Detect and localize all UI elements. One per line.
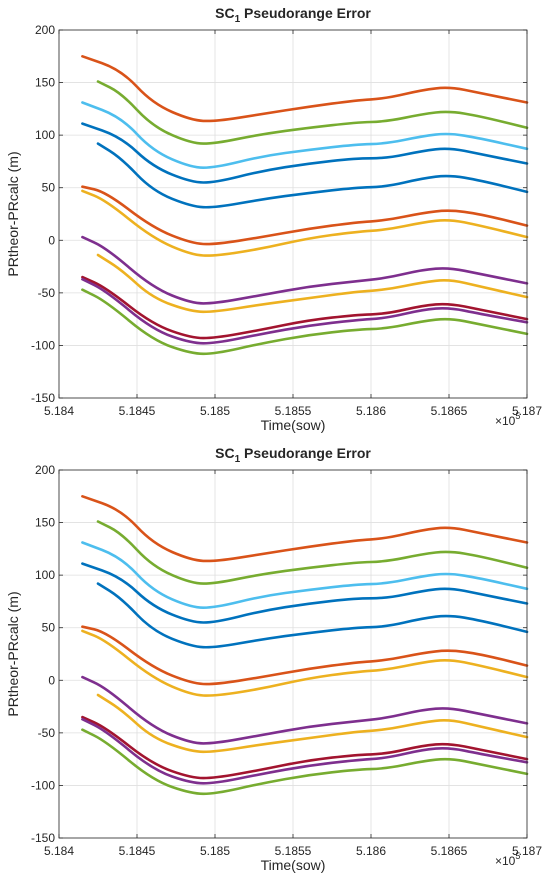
title-prefix: SC [215, 445, 234, 461]
x-multiplier: ×10 [495, 414, 516, 428]
x-tick-label: 5.185 [200, 844, 230, 858]
y-tick-label: -100 [31, 778, 55, 792]
y-tick-label: -150 [31, 391, 55, 405]
x-tick-label: 5.1865 [431, 844, 468, 858]
series-line-6 [81, 185, 529, 246]
title-main: Pseudorange Error [240, 5, 371, 21]
series-line-6 [81, 625, 529, 686]
x-tick-label: 5.184 [44, 844, 74, 858]
series-line-12 [81, 288, 529, 356]
series-line-2 [96, 520, 529, 585]
y-tick-label: 200 [35, 463, 55, 477]
y-tick-label: 150 [35, 76, 55, 90]
y-tick-label: -100 [31, 338, 55, 352]
series-line-5 [96, 582, 529, 649]
x-tick-label: 5.186 [356, 404, 386, 418]
x-exponent: 5 [515, 851, 520, 861]
series-line-11 [81, 277, 529, 345]
series-line-1 [81, 495, 529, 563]
x-tick-label: 5.187 [512, 404, 542, 418]
x-tick-label: 5.1855 [275, 844, 312, 858]
y-tick-label: -150 [31, 831, 55, 845]
x-exponent-label: ×105 [495, 411, 520, 428]
x-tick-label: 5.184 [44, 404, 74, 418]
series-line-4 [81, 122, 529, 184]
series-line-11 [81, 717, 529, 785]
series-line-9 [96, 693, 529, 754]
chart-title: SC1 Pseudorange Error [215, 445, 371, 465]
chart-bottom: 5.184 5.1845 5.185 5.1855 5.186 5.1865 5.187 -1… [5, 445, 542, 873]
x-tick-label: 5.1845 [119, 404, 156, 418]
x-tick-label: 5.1845 [119, 844, 156, 858]
x-tick-label: 5.187 [512, 844, 542, 858]
series-line-8 [81, 235, 529, 305]
series-line-1 [81, 55, 529, 123]
x-axis-label: Time(sow) [261, 417, 326, 433]
series-line-9 [96, 253, 529, 314]
y-tick-label: -50 [38, 286, 56, 300]
series-line-7 [81, 189, 529, 257]
x-exponent: 5 [515, 411, 520, 421]
series-line-12 [81, 728, 529, 796]
y-tick-label: -50 [38, 726, 56, 740]
series-line-10 [81, 275, 529, 340]
x-tick-label: 5.1855 [275, 404, 312, 418]
y-tick-label: 100 [35, 568, 55, 582]
x-multiplier: ×10 [495, 854, 516, 868]
x-tick-label: 5.186 [356, 844, 386, 858]
series-line-2 [96, 80, 529, 145]
title-main: Pseudorange Error [240, 445, 371, 461]
y-tick-label: 50 [42, 181, 56, 195]
y-tick-label: 200 [35, 23, 55, 37]
x-exponent-label: ×105 [495, 851, 520, 868]
series-line-3 [81, 101, 529, 169]
series-line-3 [81, 541, 529, 609]
x-axis-label: Time(sow) [261, 857, 326, 873]
x-tick-label: 5.185 [200, 404, 230, 418]
series-line-4 [81, 562, 529, 624]
title-subscript: 1 [235, 14, 241, 25]
y-axis-label: PRtheor-PRcalc (m) [5, 151, 21, 276]
y-tick-label: 0 [48, 673, 55, 687]
series-line-7 [81, 629, 529, 697]
series-line-5 [96, 142, 529, 209]
y-tick-label: 100 [35, 128, 55, 142]
title-prefix: SC [215, 5, 234, 21]
y-tick-label: 0 [48, 233, 55, 247]
y-tick-label: 50 [42, 621, 56, 635]
y-tick-label: 150 [35, 516, 55, 530]
series-line-10 [81, 715, 529, 780]
chart-top: 5.184 5.1845 5.185 5.1855 5.186 5.1865 5.187 -1… [5, 5, 542, 433]
title-subscript: 1 [235, 454, 241, 465]
x-tick-label: 5.1865 [431, 404, 468, 418]
series-line-8 [81, 675, 529, 745]
y-axis-label: PRtheor-PRcalc (m) [5, 591, 21, 716]
chart-title: SC1 Pseudorange Error [215, 5, 371, 25]
